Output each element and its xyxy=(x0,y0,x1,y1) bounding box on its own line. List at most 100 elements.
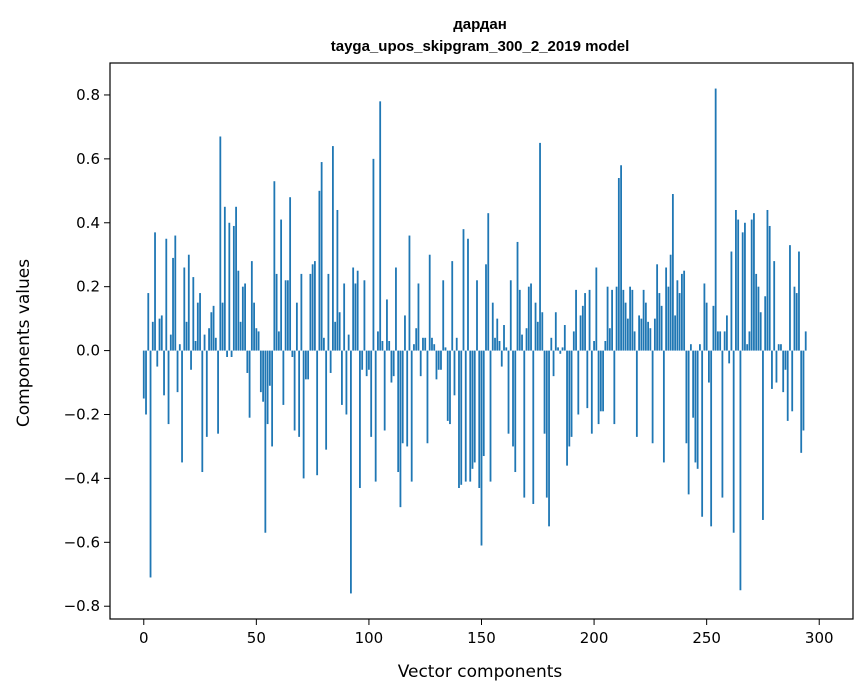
bar xyxy=(431,337,433,351)
bar xyxy=(703,283,706,351)
bar xyxy=(352,267,355,351)
bar xyxy=(739,350,742,591)
bar xyxy=(804,331,807,351)
bar xyxy=(728,350,731,364)
bar xyxy=(762,350,764,520)
bar xyxy=(746,344,749,351)
bar xyxy=(395,267,397,351)
bar xyxy=(455,337,458,351)
bar xyxy=(629,286,631,351)
bar xyxy=(782,350,785,393)
bar xyxy=(692,350,695,418)
bar xyxy=(322,337,325,351)
bar xyxy=(156,350,159,367)
bar xyxy=(710,350,713,527)
bar xyxy=(295,302,298,351)
bar xyxy=(266,350,269,425)
bar xyxy=(158,318,161,351)
bar xyxy=(487,213,490,351)
bar xyxy=(181,350,183,463)
bar xyxy=(404,315,406,351)
y-tick-label: −0.4 xyxy=(64,469,100,487)
bar xyxy=(174,235,177,351)
bar xyxy=(798,251,800,351)
bar xyxy=(678,293,681,351)
bar xyxy=(512,350,514,447)
bar xyxy=(572,331,575,351)
bar xyxy=(642,289,645,351)
bar xyxy=(759,312,762,351)
bar xyxy=(154,232,156,351)
bar xyxy=(311,264,314,351)
bar xyxy=(437,350,440,370)
bar xyxy=(721,350,724,498)
bar xyxy=(147,293,150,351)
bar xyxy=(392,350,395,377)
bar xyxy=(638,315,641,351)
bar xyxy=(332,146,334,351)
bar xyxy=(507,350,510,434)
bar xyxy=(338,312,341,351)
x-tick-label: 0 xyxy=(139,629,149,647)
bar xyxy=(453,350,456,396)
bar xyxy=(217,350,219,434)
bar xyxy=(741,232,744,351)
bar xyxy=(426,350,429,444)
bar xyxy=(755,273,758,351)
bar xyxy=(595,267,598,351)
bar xyxy=(568,350,571,447)
bar xyxy=(771,350,773,389)
bar xyxy=(381,341,384,351)
bar xyxy=(680,273,683,351)
bar xyxy=(649,328,652,351)
bar xyxy=(451,261,454,351)
bar xyxy=(268,350,271,386)
bar xyxy=(527,286,530,351)
bar xyxy=(482,350,485,457)
bar xyxy=(192,277,195,351)
bar xyxy=(361,350,364,370)
bar xyxy=(219,136,222,351)
bar xyxy=(341,350,343,405)
bar xyxy=(343,283,346,351)
bar xyxy=(248,350,251,418)
bar xyxy=(669,254,672,351)
bar xyxy=(705,302,708,351)
bar xyxy=(390,350,393,383)
bar xyxy=(280,219,283,351)
bar xyxy=(446,350,449,421)
bar xyxy=(172,257,174,351)
bar xyxy=(345,350,348,415)
bar xyxy=(203,334,206,351)
bar xyxy=(640,318,643,351)
bar xyxy=(386,299,388,351)
bar xyxy=(228,222,231,351)
bar xyxy=(660,305,663,351)
bar xyxy=(309,273,312,351)
bar xyxy=(185,321,188,351)
bar xyxy=(726,315,728,351)
bar xyxy=(744,222,746,351)
bar xyxy=(557,347,559,351)
bar xyxy=(250,261,253,351)
bar xyxy=(498,341,501,351)
bar xyxy=(363,280,366,351)
bar xyxy=(768,225,771,351)
bar xyxy=(676,280,679,351)
bar xyxy=(800,350,803,453)
bar xyxy=(424,337,427,351)
bar xyxy=(257,331,260,351)
bar xyxy=(775,350,778,383)
bar xyxy=(485,264,487,351)
plot-frame xyxy=(109,62,854,620)
bar xyxy=(205,350,208,437)
bar xyxy=(631,289,634,351)
bar xyxy=(757,286,760,351)
bar xyxy=(503,325,505,351)
bars-group xyxy=(142,88,807,594)
bar xyxy=(259,350,262,393)
bar xyxy=(316,350,319,476)
bar xyxy=(590,350,593,434)
bar xyxy=(293,350,296,431)
